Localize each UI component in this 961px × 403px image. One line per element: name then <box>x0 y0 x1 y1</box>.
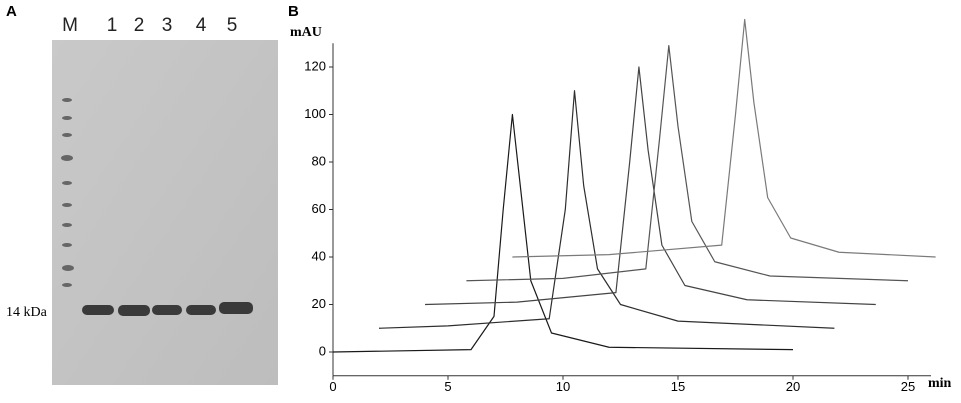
marker-ladder <box>61 98 74 287</box>
panel-label: B <box>288 3 299 20</box>
trace <box>466 45 909 282</box>
gel-image <box>52 40 278 385</box>
x-tick-label: 25 <box>901 379 915 394</box>
marker-label: 14 kDa <box>6 305 48 320</box>
y-tick-label: 40 <box>312 248 326 263</box>
lane-label: 1 <box>107 15 118 36</box>
x-tick-label: 10 <box>556 379 570 394</box>
x-axis-label: min <box>928 376 952 391</box>
x-tick-label: 20 <box>786 379 800 394</box>
y-tick-label: 100 <box>304 106 326 121</box>
lane-label: 5 <box>227 15 238 36</box>
y-axis-label: mAU <box>290 25 322 40</box>
lane-label: 4 <box>196 15 207 36</box>
panel-label: A <box>6 3 17 20</box>
trace <box>424 66 876 306</box>
y-tick-label: 20 <box>312 296 326 311</box>
x-tick-label: 0 <box>329 379 336 394</box>
lane-label: M <box>62 15 78 36</box>
trace <box>378 90 835 329</box>
lane-label: 3 <box>162 15 173 36</box>
y-tick-label: 120 <box>304 58 326 73</box>
protein-bands <box>82 302 253 316</box>
y-tick-label: 0 <box>319 343 326 358</box>
trace <box>332 113 794 353</box>
lane-label: 2 <box>134 15 145 36</box>
y-tick-label: 80 <box>312 153 326 168</box>
x-tick-label: 15 <box>671 379 685 394</box>
y-tick-label: 60 <box>312 201 326 216</box>
x-tick-label: 5 <box>444 379 451 394</box>
trace <box>512 18 936 258</box>
